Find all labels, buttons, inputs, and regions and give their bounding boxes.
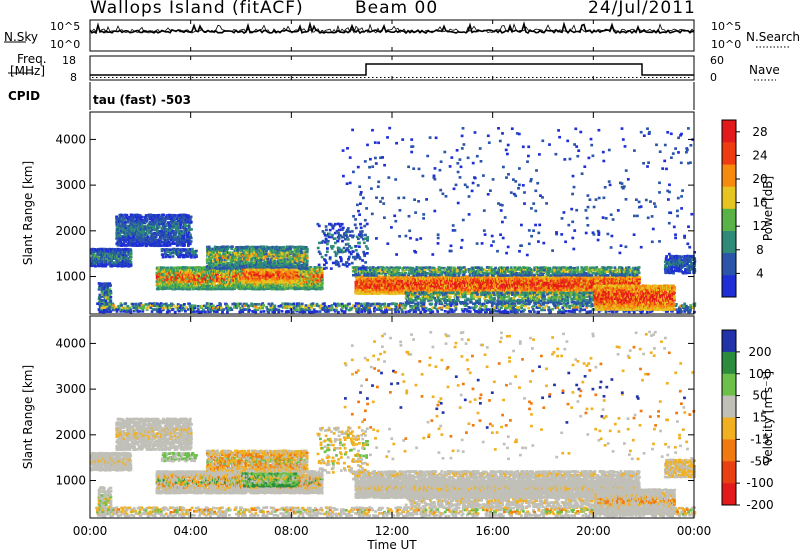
frequency-trace <box>90 64 694 75</box>
heatmap-cell <box>195 254 198 257</box>
heatmap-cell <box>105 300 108 303</box>
heatmap-cell <box>129 249 132 252</box>
heatmap-cell <box>174 214 177 217</box>
heatmap-cell <box>130 252 133 255</box>
heatmap-cell <box>191 248 194 251</box>
heatmap-cell <box>169 256 172 259</box>
heatmap-cell <box>172 255 175 258</box>
heatmap-cell <box>141 216 144 219</box>
heatmap-cell <box>190 237 193 240</box>
heatmap-cell <box>188 225 191 228</box>
heatmap-cell <box>160 244 163 247</box>
heatmap-cell <box>163 214 166 217</box>
heatmap-cell <box>190 228 193 231</box>
heatmap-cell <box>130 261 133 264</box>
heatmap-cell <box>94 265 97 268</box>
heatmap-cell <box>162 256 165 259</box>
noise-panel-frame <box>90 20 694 51</box>
heatmap-cell <box>189 233 192 236</box>
heatmap-cell <box>195 250 198 253</box>
heatmap-cell <box>190 221 193 224</box>
heatmap-cell <box>109 284 112 287</box>
heatmap-cell <box>189 243 192 246</box>
radar-summary-plot: 1000200030004000Slant Range [km] 1000200… <box>0 0 800 554</box>
heatmap-cell <box>160 237 163 240</box>
heatmap-cell <box>190 240 193 243</box>
power-heatmap <box>90 127 696 314</box>
heatmap-cell <box>190 216 193 219</box>
heatmap-cell <box>109 290 112 293</box>
heatmap-cell <box>109 299 112 302</box>
heatmap-cell <box>146 218 149 221</box>
heatmap-cell <box>109 296 112 299</box>
